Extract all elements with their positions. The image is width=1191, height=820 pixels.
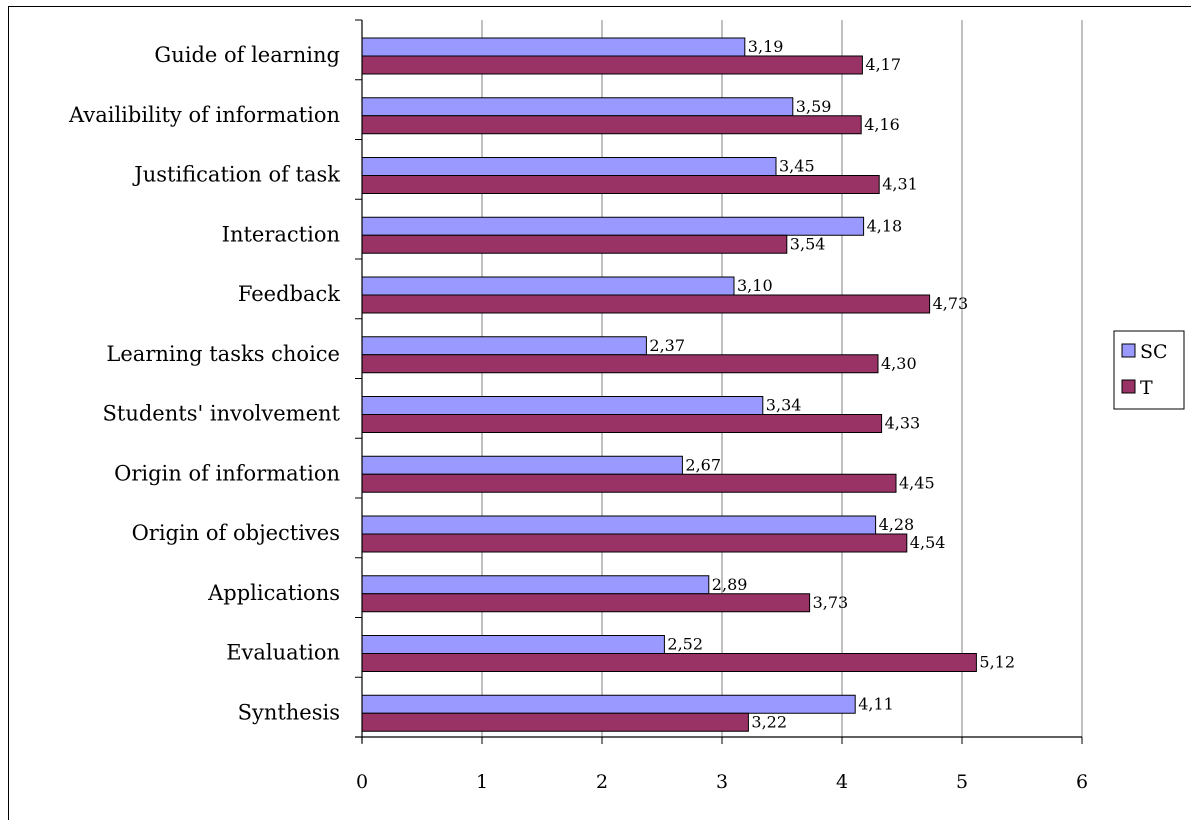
bars: [361, 37, 977, 732]
value-label-SC-6: 3,34: [766, 396, 802, 415]
category-label: Origin of information: [114, 461, 340, 485]
bar-T-5: [361, 354, 879, 374]
bar-T-7: [361, 473, 897, 493]
category-label: Availibility of information: [68, 103, 340, 127]
category-label: Learning tasks choice: [106, 342, 340, 366]
bar-SC-1: [361, 97, 794, 117]
bar-T-2: [361, 175, 880, 194]
value-label-SC-1: 3,59: [796, 97, 832, 116]
category-labels: Guide of learning Availibility of informa…: [68, 43, 341, 724]
x-tick-label-4: 4: [836, 771, 848, 793]
value-label-SC-4: 3,10: [737, 276, 773, 295]
value-label-T-0: 4,17: [865, 55, 901, 74]
value-label-T-6: 4,33: [885, 414, 921, 433]
value-label-SC-2: 3,45: [779, 157, 815, 176]
bar-T-9: [361, 593, 811, 613]
value-label-T-8: 4,54: [910, 533, 946, 552]
category-label: Interaction: [222, 222, 340, 246]
value-label-T-1: 4,16: [864, 115, 900, 134]
bar-SC-7: [361, 455, 683, 475]
bar-SC-11: [361, 694, 856, 714]
value-label-T-3: 3,54: [790, 234, 826, 253]
value-label-SC-7: 2,67: [685, 455, 721, 474]
x-tick-label-3: 3: [716, 771, 728, 793]
tick-labels: 0 1 2 3 4 5 6: [356, 771, 1088, 793]
bar-SC-4: [361, 276, 735, 296]
x-tick-label-1: 1: [476, 771, 488, 793]
legend-swatch-SC: [1121, 343, 1136, 358]
value-label-T-2: 4,31: [882, 175, 918, 194]
value-label-SC-9: 2,89: [712, 575, 748, 594]
axes: [355, 19, 1083, 744]
bar-SC-0: [361, 37, 746, 57]
bar-T-8: [361, 533, 908, 553]
value-label-T-4: 4,73: [933, 294, 969, 313]
value-label-SC-5: 2,37: [649, 336, 685, 355]
value-label-T-10: 5,12: [979, 653, 1015, 672]
category-label: Justification of task: [132, 163, 340, 187]
category-label: Feedback: [238, 282, 340, 306]
bar-SC-10: [361, 635, 665, 654]
category-label: Guide of learning: [154, 43, 340, 67]
bar-SC-2: [361, 157, 777, 176]
bar-T-0: [361, 55, 863, 75]
bar-T-1: [361, 115, 862, 135]
gridlines: [481, 20, 1083, 737]
value-label-T-5: 4,30: [881, 354, 917, 373]
bar-T-10: [361, 653, 977, 672]
value-label-T-11: 3,22: [751, 712, 787, 731]
category-label: Students' involvement: [103, 402, 341, 426]
legend-label-SC: SC: [1140, 341, 1168, 363]
bar-T-3: [361, 234, 788, 254]
value-label-SC-11: 4,11: [858, 694, 894, 713]
x-tick-label-2: 2: [596, 771, 608, 793]
value-labels: 3,19 4,17 3,59 4,16 3,45 4,31 4,18 3,54 3,10 4,73…: [649, 37, 1015, 731]
legend: SC T: [1113, 330, 1185, 410]
bar-SC-3: [361, 216, 865, 236]
chart-frame: [8, 6, 1191, 820]
value-label-T-7: 4,45: [899, 473, 935, 492]
x-tick-label-6: 6: [1076, 771, 1088, 793]
bar-SC-5: [361, 336, 647, 356]
category-label: Origin of objectives: [132, 521, 340, 545]
bar-SC-9: [361, 575, 710, 595]
value-label-SC-10: 2,52: [667, 635, 703, 654]
value-label-T-9: 3,73: [813, 593, 849, 612]
category-label: Synthesis: [238, 700, 340, 724]
legend-swatch-T: [1121, 379, 1136, 394]
bar-T-6: [361, 414, 883, 433]
value-label-SC-8: 4,28: [879, 515, 915, 534]
bar-SC-8: [361, 515, 877, 535]
value-label-SC-3: 4,18: [867, 216, 903, 235]
value-label-SC-0: 3,19: [748, 37, 784, 56]
category-label: Applications: [207, 581, 340, 605]
x-tick-label-0: 0: [356, 771, 368, 793]
bar-T-4: [361, 294, 931, 314]
legend-label-T: T: [1140, 377, 1153, 399]
x-tick-label-5: 5: [956, 771, 968, 793]
bar-SC-6: [361, 396, 764, 415]
bar-T-11: [361, 712, 749, 732]
category-label: Evaluation: [226, 641, 340, 665]
